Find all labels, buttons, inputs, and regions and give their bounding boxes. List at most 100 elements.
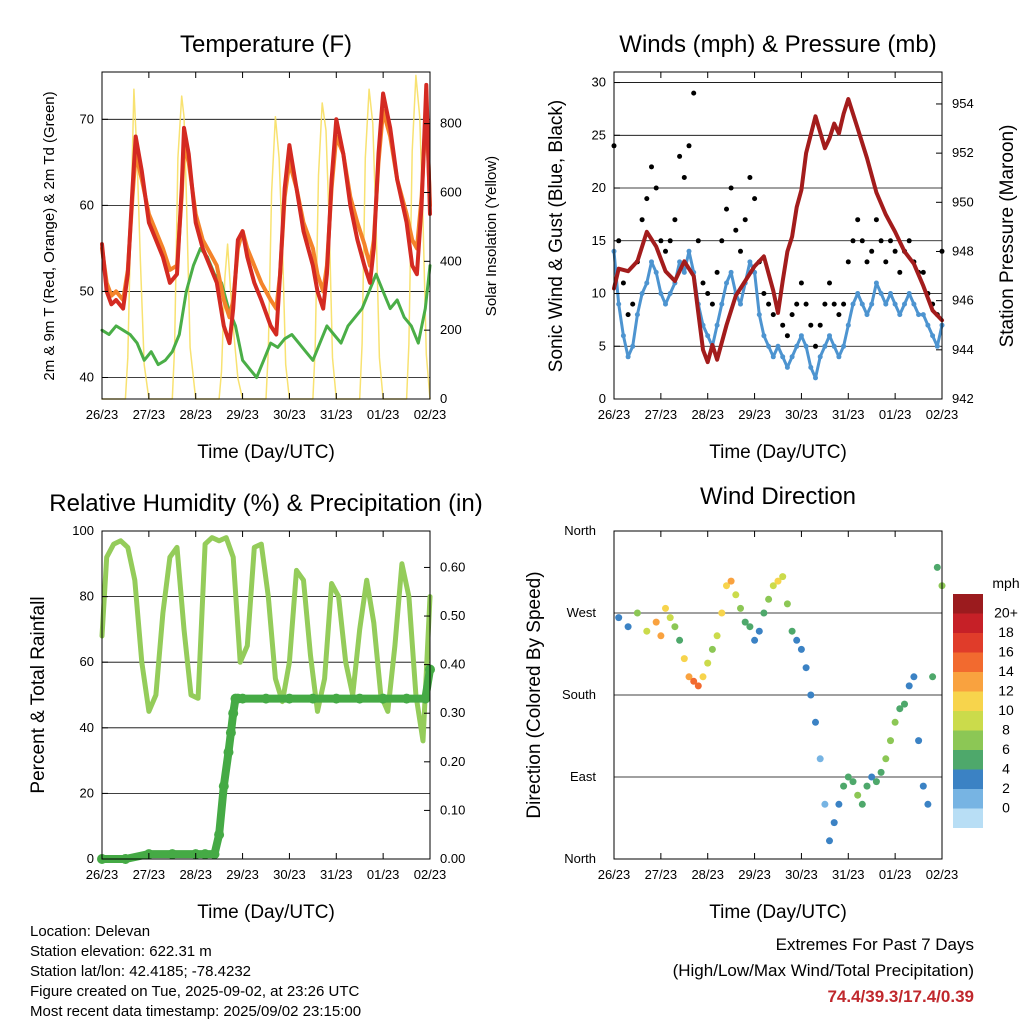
colorbar-swatch [953, 808, 983, 828]
latlon-text: Station lat/lon: 42.4185; -78.4232 [30, 963, 252, 980]
direction-point [690, 677, 698, 685]
x-tick-label: 02/23 [926, 867, 959, 882]
y-tick-label: 400 [440, 253, 462, 268]
y-tick-label: 50 [80, 283, 94, 298]
wind-point [859, 301, 865, 307]
colorbar-label: 14 [998, 663, 1014, 679]
gust-point [827, 280, 832, 286]
wind-point [878, 291, 884, 296]
direction-point [727, 577, 735, 585]
gust-point [738, 248, 743, 254]
x-tick-label: 26/23 [598, 867, 631, 882]
x-tick-label: 28/23 [179, 407, 212, 422]
direction-point [666, 614, 674, 622]
direction-point [713, 632, 721, 640]
direction-point [708, 645, 716, 653]
colorbar-swatch [953, 691, 983, 711]
wind-point [930, 333, 936, 339]
wind-point [902, 301, 907, 307]
x-tick-label: 02/23 [926, 407, 959, 422]
y-tick-label: 5 [599, 338, 606, 353]
direction-ylabel: Direction (Colored By Speed) [524, 571, 545, 818]
temp2m-line [100, 82, 432, 346]
direction-point [680, 655, 688, 663]
y-tick-label: 0.30 [440, 705, 465, 720]
wind-point [770, 354, 776, 360]
x-tick-label: 01/23 [879, 407, 912, 422]
direction-point [812, 718, 819, 726]
winds-ylabel: Sonic Wind & Gust (Blue, Black) [546, 100, 567, 372]
direction-point [718, 609, 726, 617]
direction-point [844, 773, 852, 781]
direction-point [802, 664, 810, 672]
direction-point [732, 591, 740, 599]
wind-point [841, 343, 847, 349]
wind-point [667, 291, 673, 296]
colorbar-swatch [953, 769, 983, 789]
x-tick-label: 26/23 [86, 407, 119, 422]
y-tick-label: 20 [80, 785, 94, 800]
x-tick-label: 29/23 [738, 407, 771, 422]
direction-point [723, 582, 730, 590]
colorbar-swatch [953, 750, 983, 770]
solar-line [101, 74, 431, 400]
gust-point [681, 175, 687, 180]
colorbar-title: mph [992, 575, 1019, 591]
gust-point [784, 333, 790, 339]
x-tick-label: 26/23 [598, 407, 631, 422]
wind-point [761, 333, 767, 339]
direction-point [797, 645, 805, 653]
precip-point [284, 693, 295, 704]
wind-point [780, 354, 786, 360]
wind-point [653, 269, 659, 275]
direction-point [816, 755, 824, 763]
winds-title: Winds (mph) & Pressure (mb) [619, 31, 936, 58]
direction-point [924, 800, 932, 808]
colorbar-swatch [953, 789, 983, 809]
winds-frame [613, 71, 943, 400]
gust-point [845, 259, 851, 265]
colorbar-swatch [953, 633, 983, 653]
direction-panel: Wind Direction NorthEastSouthWestNorth26… [524, 483, 1020, 923]
direction-point [849, 778, 857, 786]
humidity-ylabel: Percent & Total Rainfall [28, 596, 49, 793]
humidity-title: Relative Humidity (%) & Precipitation (i… [49, 490, 482, 517]
gust-point [813, 343, 818, 349]
y-tick-label: West [567, 605, 597, 620]
wind-point [850, 301, 856, 307]
gust-point [817, 322, 823, 328]
wind-point [625, 354, 631, 360]
y-tick-label: 954 [952, 96, 974, 111]
speed-colorbar: 20+ 18 16 14 12 10 8 6 4 2 0 [953, 594, 1018, 828]
gust-point [794, 301, 800, 307]
direction-point [821, 800, 829, 808]
wind-point [630, 343, 636, 349]
wind-point [813, 375, 818, 381]
y-tick-label: 0 [87, 851, 94, 866]
gust-point [873, 217, 879, 223]
direction-point [737, 604, 744, 612]
x-tick-label: 30/23 [273, 867, 306, 882]
x-tick-label: 29/23 [226, 407, 259, 422]
gust-point [859, 238, 865, 244]
y-tick-label: 25 [592, 127, 606, 142]
direction-point [783, 600, 791, 608]
wind-point [794, 343, 800, 349]
gust-point [672, 217, 678, 223]
gust-point [705, 291, 711, 296]
direction-point [751, 636, 759, 644]
wind-point [845, 322, 851, 328]
gust-point [878, 238, 884, 244]
y-tick-label: 0.20 [440, 754, 465, 769]
y-tick-label: 942 [952, 391, 974, 406]
colorbar-label: 8 [1002, 722, 1010, 738]
wind-point [892, 301, 898, 307]
direction-point [676, 636, 684, 644]
precip-point [261, 693, 271, 704]
temperature-ylabel: 2m & 9m T (Red, Orange) & 2m Td (Green) [41, 91, 58, 380]
colorbar-label: 4 [1002, 761, 1010, 777]
precip-point [223, 747, 234, 758]
colorbar-label: 10 [998, 702, 1014, 718]
wind-point [869, 301, 875, 307]
y-tick-label: 946 [952, 293, 974, 308]
